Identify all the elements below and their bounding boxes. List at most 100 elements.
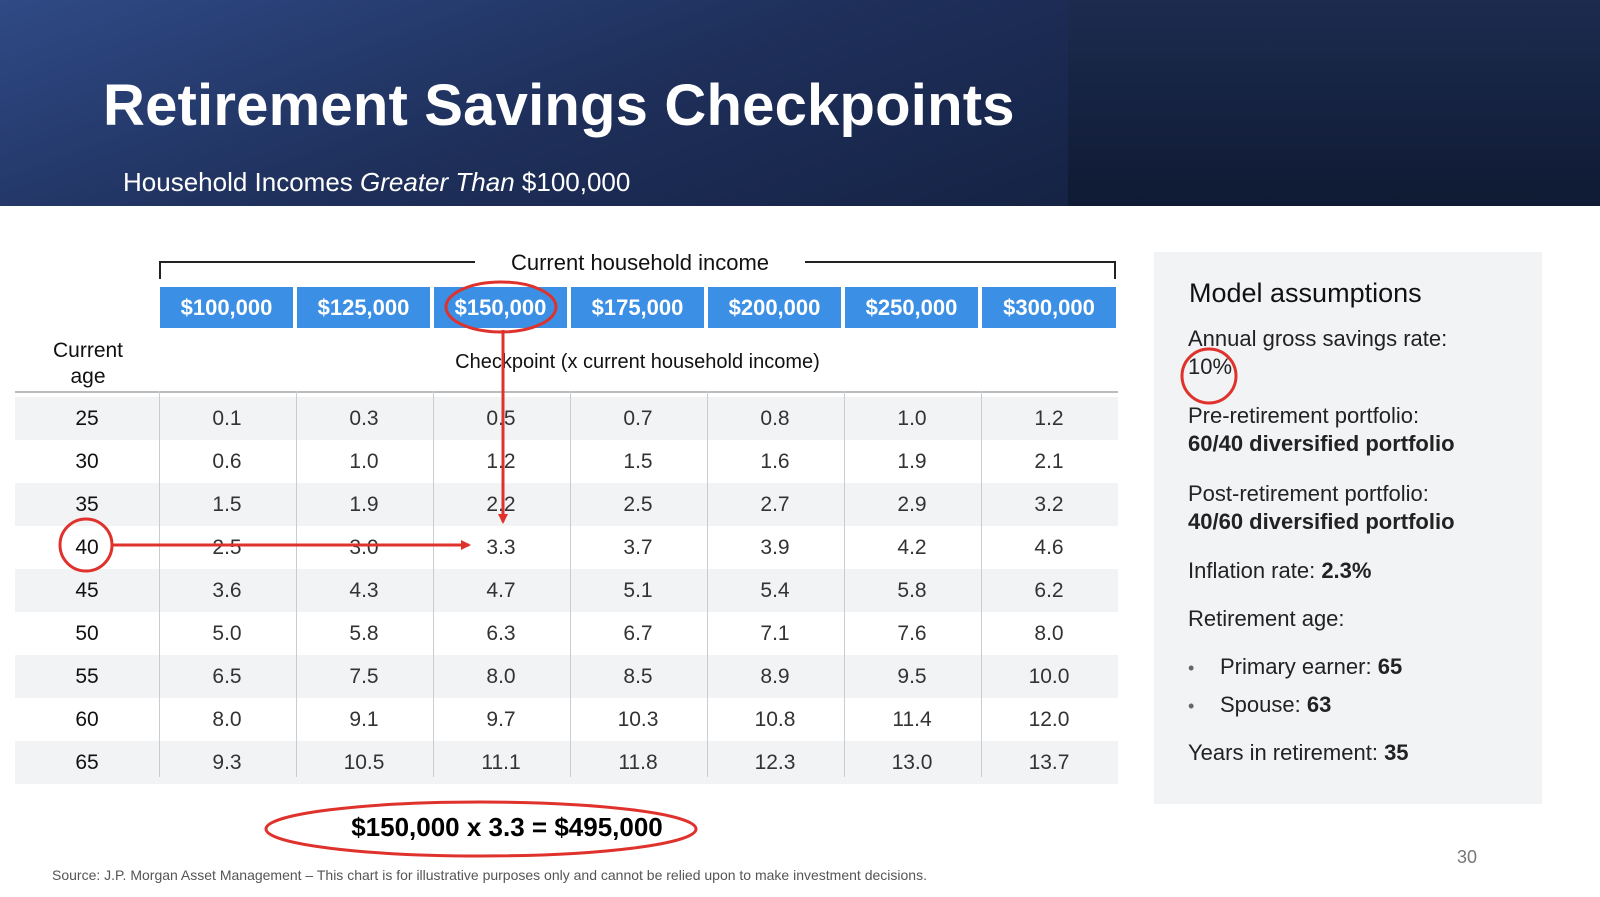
income-header-cell: $175,000 (571, 287, 704, 328)
checkpoint-cell: 0.6 (212, 449, 242, 473)
checkpoint-cell: 8.0 (212, 707, 242, 731)
checkpoint-cell: 11.8 (618, 750, 658, 774)
income-header-cell: $300,000 (982, 287, 1116, 328)
post-retirement-value-text: 40/60 diversified portfolio (1188, 509, 1455, 534)
checkpoint-cell: 4.2 (897, 535, 927, 559)
checkpoint-cell: 12.0 (1028, 707, 1070, 731)
column-divider (159, 391, 160, 777)
checkpoint-cell: 5.0 (212, 621, 242, 645)
primary-earner-value: 65 (1377, 654, 1403, 679)
table-row: 55 6.5 7.5 8.0 8.5 8.9 9.5 10.0 (15, 655, 1118, 698)
age-cell: 35 (75, 492, 99, 516)
pre-retirement-value-text: 60/40 diversified portfolio (1188, 431, 1455, 456)
checkpoint-cell: 5.8 (897, 578, 927, 602)
checkpoint-cell: 7.5 (349, 664, 379, 688)
retirement-age-label: Retirement age: (1188, 606, 1345, 631)
inflation-rate: Inflation rate: 2.3% (1188, 558, 1371, 584)
page-number: 30 (1457, 847, 1478, 867)
age-cell: 65 (75, 750, 99, 774)
checkpoint-cell: 13.7 (1028, 750, 1070, 774)
savings-rate-label: Annual gross savings rate: (1188, 326, 1448, 351)
age-cell: 40 (75, 535, 99, 559)
checkpoint-cell: 11.4 (892, 707, 932, 731)
column-divider (981, 391, 982, 777)
checkpoint-cell: 2.5 (623, 492, 653, 516)
checkpoint-cell: 3.9 (760, 535, 790, 559)
formula-highlight-ellipse (264, 800, 698, 858)
checkpoint-cell: 3.3 (486, 535, 516, 559)
header-right-panel (1068, 0, 1600, 206)
checkpoint-cell: 11.1 (481, 750, 521, 774)
subtitle-prefix: Household Incomes (123, 167, 361, 197)
example-formula: $150,000 x 3.3 = $495,000 (351, 812, 663, 842)
checkpoint-cell: 1.5 (623, 449, 653, 473)
table-row: 60 8.0 9.1 9.7 10.3 10.8 11.4 12.0 (15, 698, 1118, 741)
income-header-cell: $250,000 (845, 287, 978, 328)
checkpoint-cell: 8.0 (1034, 621, 1064, 645)
checkpoint-cell: 0.3 (349, 406, 379, 430)
checkpoint-cell: 4.7 (486, 578, 516, 602)
table-row: 50 5.0 5.8 6.3 6.7 7.1 7.6 8.0 (15, 612, 1118, 655)
pre-retirement-label: Pre-retirement portfolio: (1188, 403, 1420, 428)
spouse: Spouse: 63 (1220, 692, 1331, 718)
page-subtitle: Household Incomes Greater Than $100,000 (123, 167, 630, 198)
spouse-value: 63 (1306, 692, 1332, 717)
checkpoint-cell: 6.3 (486, 621, 516, 645)
bullet-dot: • (1188, 658, 1195, 678)
years-in-retirement: Years in retirement: 35 (1188, 740, 1409, 766)
checkpoint-cell: 9.7 (486, 707, 516, 731)
age-cell: 55 (75, 664, 99, 688)
spouse-label: Spouse: (1220, 692, 1307, 717)
source-note: Source: J.P. Morgan Asset Management – T… (52, 867, 927, 883)
checkpoint-cell: 10.8 (754, 707, 796, 731)
subtitle-emphasis: Greater Than (360, 167, 515, 197)
age-cell: 25 (75, 406, 99, 430)
checkpoint-cell: 5.4 (760, 578, 790, 602)
checkpoint-cell: 1.9 (897, 449, 927, 473)
checkpoint-cell: 6.5 (212, 664, 242, 688)
savings-rate-highlight-circle (1180, 347, 1238, 405)
checkpoint-cell: 7.1 (760, 621, 790, 645)
checkpoint-cell: 1.9 (349, 492, 379, 516)
checkpoint-cell: 1.5 (212, 492, 242, 516)
age-cell: 30 (75, 449, 99, 473)
post-retirement-value: 40/60 diversified portfolio (1188, 509, 1455, 535)
checkpoint-cell: 1.0 (349, 449, 379, 473)
age-header-line2: age (70, 365, 106, 388)
checkpoint-cell: 12.3 (754, 750, 796, 774)
checkpoint-cell: 6.2 (1034, 578, 1064, 602)
checkpoint-cell: 0.7 (623, 406, 653, 430)
age-cell: 60 (75, 707, 99, 731)
bullet-dot: • (1188, 696, 1195, 716)
checkpoint-cell: 1.6 (760, 449, 790, 473)
primary-earner-label: Primary earner: (1220, 654, 1378, 679)
income-header-cell: $125,000 (297, 287, 430, 328)
years-label: Years in retirement: (1188, 740, 1385, 765)
column-divider (707, 391, 708, 777)
checkpoint-cell: 10.5 (343, 750, 385, 774)
age-highlight-circle (58, 517, 114, 573)
checkpoint-cell: 9.3 (212, 750, 242, 774)
inflation-label: Inflation rate: (1188, 558, 1322, 583)
checkpoint-cell: 2.7 (760, 492, 790, 516)
checkpoint-cell: 0.1 (212, 406, 242, 430)
page-title: Retirement Savings Checkpoints (103, 73, 1015, 138)
subtitle-suffix: $100,000 (514, 167, 631, 197)
checkpoint-header: Checkpoint (x current household income) (455, 351, 820, 373)
table-row: 40 2.5 3.0 3.3 3.7 3.9 4.2 4.6 (15, 526, 1118, 569)
checkpoint-cell: 3.2 (1034, 492, 1064, 516)
checkpoint-cell: 3.7 (623, 535, 653, 559)
income-group-label: Current household income (475, 250, 805, 276)
column-divider (296, 391, 297, 777)
post-retirement-label: Post-retirement portfolio: (1188, 481, 1429, 506)
checkpoint-cell: 4.6 (1034, 535, 1064, 559)
column-divider (844, 391, 845, 777)
savings-rate-value: 10% (1188, 354, 1233, 379)
years-value: 35 (1384, 740, 1409, 765)
checkpoint-cell: 2.1 (1034, 449, 1064, 473)
checkpoint-cell: 6.7 (623, 621, 653, 645)
checkpoint-cell: 9.5 (897, 664, 927, 688)
checkpoint-cell: 10.0 (1028, 664, 1070, 688)
checkpoint-cell: 5.8 (349, 621, 379, 645)
table-row: 35 1.5 1.9 2.2 2.5 2.7 2.9 3.2 (15, 483, 1118, 526)
